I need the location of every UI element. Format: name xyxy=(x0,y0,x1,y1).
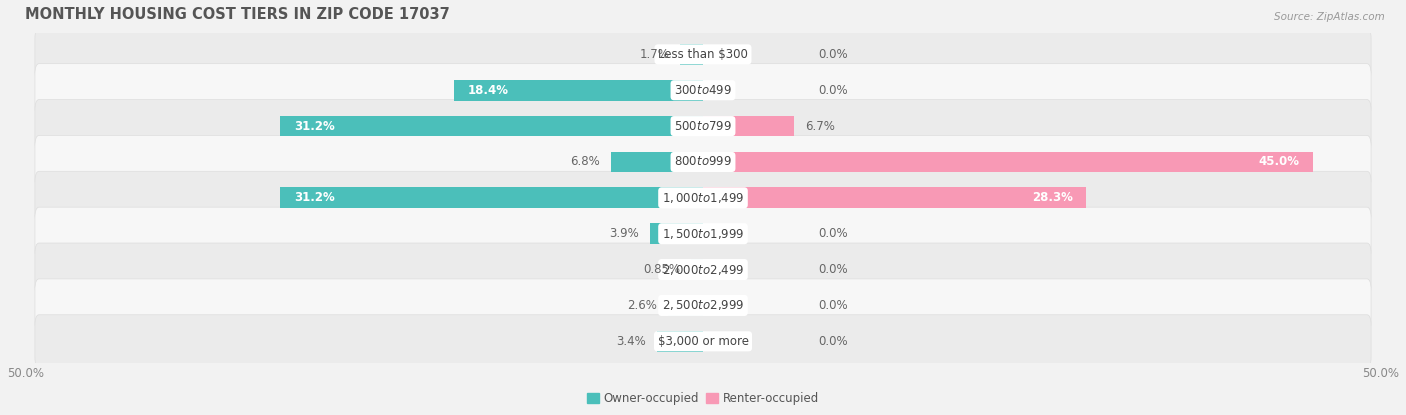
Bar xyxy=(657,331,703,352)
FancyBboxPatch shape xyxy=(35,28,1371,81)
FancyBboxPatch shape xyxy=(35,135,1371,188)
Text: 45.0%: 45.0% xyxy=(1258,156,1299,168)
Text: 0.0%: 0.0% xyxy=(818,263,848,276)
Bar xyxy=(610,151,703,172)
Bar xyxy=(703,188,1087,208)
FancyBboxPatch shape xyxy=(35,171,1371,225)
FancyBboxPatch shape xyxy=(35,243,1371,296)
Text: 6.7%: 6.7% xyxy=(804,120,835,133)
FancyBboxPatch shape xyxy=(35,63,1371,117)
Text: 28.3%: 28.3% xyxy=(1032,191,1073,204)
Text: $2,000 to $2,499: $2,000 to $2,499 xyxy=(662,263,744,276)
Bar xyxy=(280,188,703,208)
Text: $1,000 to $1,499: $1,000 to $1,499 xyxy=(662,191,744,205)
Bar xyxy=(650,223,703,244)
Text: 0.0%: 0.0% xyxy=(818,227,848,240)
Legend: Owner-occupied, Renter-occupied: Owner-occupied, Renter-occupied xyxy=(582,387,824,410)
Text: 18.4%: 18.4% xyxy=(467,84,508,97)
FancyBboxPatch shape xyxy=(35,207,1371,260)
Text: $500 to $799: $500 to $799 xyxy=(673,120,733,133)
Bar xyxy=(454,80,703,100)
FancyBboxPatch shape xyxy=(35,279,1371,332)
Bar xyxy=(703,116,794,137)
Text: 3.9%: 3.9% xyxy=(610,227,640,240)
Bar xyxy=(703,151,1313,172)
Text: 31.2%: 31.2% xyxy=(294,120,335,133)
Bar xyxy=(681,44,703,65)
Bar xyxy=(668,295,703,316)
Text: $3,000 or more: $3,000 or more xyxy=(658,335,748,348)
FancyBboxPatch shape xyxy=(35,315,1371,368)
Text: $2,500 to $2,999: $2,500 to $2,999 xyxy=(662,298,744,312)
Text: 0.0%: 0.0% xyxy=(818,84,848,97)
Text: 31.2%: 31.2% xyxy=(294,191,335,204)
Text: Less than $300: Less than $300 xyxy=(658,48,748,61)
Text: 6.8%: 6.8% xyxy=(571,156,600,168)
Text: MONTHLY HOUSING COST TIERS IN ZIP CODE 17037: MONTHLY HOUSING COST TIERS IN ZIP CODE 1… xyxy=(25,7,450,22)
Text: 0.85%: 0.85% xyxy=(644,263,681,276)
Bar xyxy=(692,259,703,280)
Text: 2.6%: 2.6% xyxy=(627,299,657,312)
Text: 0.0%: 0.0% xyxy=(818,335,848,348)
Text: 3.4%: 3.4% xyxy=(616,335,647,348)
Text: 0.0%: 0.0% xyxy=(818,299,848,312)
Text: 0.0%: 0.0% xyxy=(818,48,848,61)
Bar xyxy=(280,116,703,137)
Text: $300 to $499: $300 to $499 xyxy=(673,84,733,97)
Text: Source: ZipAtlas.com: Source: ZipAtlas.com xyxy=(1274,12,1385,22)
FancyBboxPatch shape xyxy=(35,100,1371,153)
Text: $800 to $999: $800 to $999 xyxy=(673,156,733,168)
Text: 1.7%: 1.7% xyxy=(640,48,669,61)
Text: $1,500 to $1,999: $1,500 to $1,999 xyxy=(662,227,744,241)
